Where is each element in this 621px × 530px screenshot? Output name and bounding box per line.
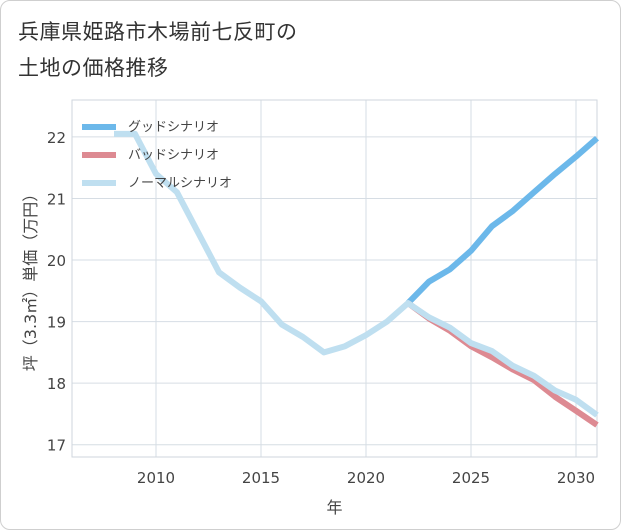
y-tick-label: 18 — [47, 375, 66, 393]
legend-label-bad: バッドシナリオ — [128, 148, 219, 163]
x-tick-label: 2010 — [137, 469, 175, 487]
series-line-good — [405, 135, 599, 306]
x-tick-label: 2015 — [242, 469, 280, 487]
x-tick-label: 2030 — [557, 469, 595, 487]
x-tick-label: 2025 — [452, 469, 490, 487]
x-axis: 2010 2015 2020 2025 2030 — [137, 469, 595, 487]
y-axis: 17 18 19 20 21 22 — [47, 129, 66, 455]
series-line-normal — [114, 130, 599, 418]
legend-label-normal: ノーマルシナリオ — [128, 176, 232, 191]
chart-title-line-1: 兵庫県姫路市木場前七反町の — [18, 20, 298, 44]
x-axis-title: 年 — [326, 498, 342, 517]
grid — [72, 100, 597, 457]
y-tick-label: 17 — [47, 437, 66, 455]
y-tick-label: 19 — [47, 314, 66, 332]
plot-frame — [71, 99, 598, 458]
y-tick-label: 21 — [47, 190, 66, 208]
chart-title: 兵庫県姫路市木場前七反町の 土地の価格推移 — [18, 14, 578, 86]
y-tick-label: 20 — [47, 252, 66, 270]
y-tick-label: 22 — [47, 129, 66, 147]
plot-area — [71, 99, 598, 458]
chart-title-line-2: 土地の価格推移 — [18, 56, 169, 80]
legend-label-good: グッドシナリオ — [128, 120, 219, 135]
y-axis-title: 坪（3.3㎡）単価（万円） — [21, 186, 40, 371]
x-tick-label: 2020 — [347, 469, 385, 487]
series-lines — [114, 130, 599, 428]
